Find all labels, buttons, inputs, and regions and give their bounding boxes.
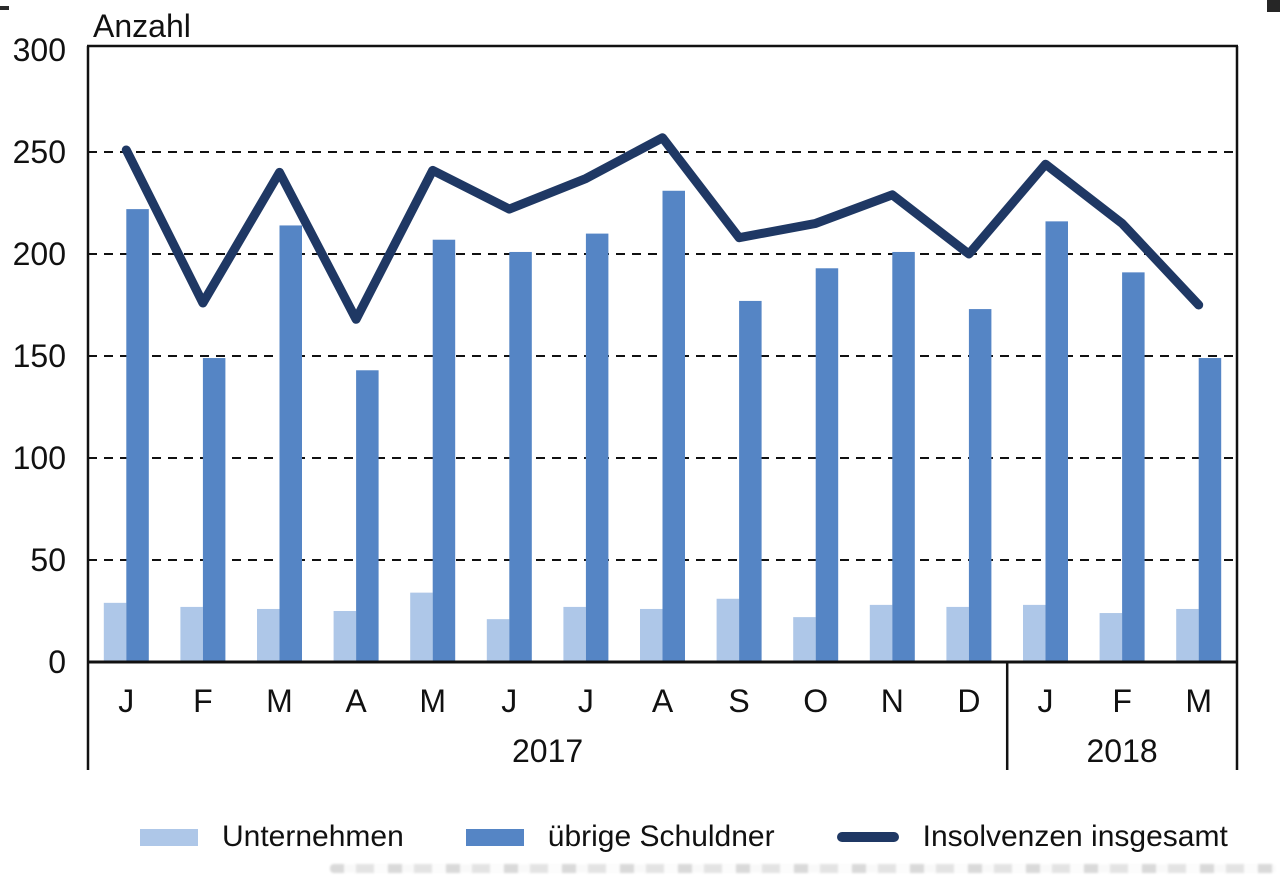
- y-tick-label: 100: [13, 440, 66, 476]
- bar-unternehmen: [257, 608, 280, 662]
- bar-uebrige-schuldner: [1198, 358, 1222, 662]
- bar-uebrige-schuldner: [968, 309, 992, 662]
- bar-unternehmen: [180, 606, 203, 662]
- bar-uebrige-schuldner: [1045, 221, 1068, 663]
- bar-unternehmen: [103, 602, 127, 662]
- uebrige-schuldner-swatch-icon: [465, 828, 524, 846]
- bar-unternehmen: [946, 606, 969, 662]
- scan-artifact-strip: [330, 864, 1276, 873]
- bar-unternehmen: [1099, 613, 1123, 662]
- bar-uebrige-schuldner: [432, 239, 456, 662]
- month-label: D: [957, 683, 980, 719]
- bar-uebrige-schuldner: [126, 209, 149, 662]
- bar-uebrige-schuldner: [202, 358, 226, 662]
- line-insolvenzen-insgesamt: [121, 133, 1204, 324]
- bar-uebrige-schuldner: [1122, 272, 1145, 662]
- year-label: 2018: [1087, 733, 1158, 769]
- bar-unternehmen: [1023, 604, 1046, 662]
- bar-uebrige-schuldner: [892, 251, 915, 662]
- month-label: S: [728, 683, 749, 719]
- bar-uebrige-schuldner: [279, 225, 302, 662]
- month-label: J: [118, 683, 134, 719]
- bar-unternehmen: [563, 606, 586, 662]
- y-tick-label: 250: [13, 134, 66, 170]
- month-label: M: [266, 683, 293, 719]
- month-label: M: [419, 683, 446, 719]
- year-label: 2017: [512, 733, 583, 769]
- month-label: O: [803, 683, 828, 719]
- insolvency-chart-svg: 0 50 100 150 200 250 300 J F M A M J J A S O N D J F M 2017 201…: [13, 32, 1239, 770]
- month-label: F: [1112, 683, 1132, 719]
- bar-unternehmen: [793, 617, 816, 662]
- y-tick-label: 50: [30, 542, 66, 578]
- bar-unternehmen: [640, 608, 663, 662]
- y-tick-label: 300: [13, 32, 66, 68]
- legend-label-uebrige-schuldner: übrige Schuldner: [547, 820, 775, 853]
- bar-unternehmen: [486, 619, 510, 662]
- bar-unternehmen: [1176, 608, 1199, 662]
- insolvenzen-line-swatch-icon: [836, 832, 899, 842]
- month-label: A: [652, 683, 674, 719]
- bar-uebrige-schuldner: [662, 190, 685, 662]
- legend: Unternehmen übrige Schuldner Insolvenzen…: [140, 820, 1228, 854]
- bar-uebrige-schuldner: [509, 251, 532, 662]
- scan-speck-top-left: [0, 6, 9, 10]
- legend-item-unternehmen: Unternehmen: [140, 820, 404, 854]
- month-label: J: [1038, 683, 1054, 719]
- y-tick-label: 150: [13, 338, 66, 374]
- scan-speck-top-right: [1267, 0, 1280, 12]
- bar-uebrige-schuldner: [356, 370, 379, 662]
- bar-unternehmen: [410, 592, 433, 662]
- month-label: N: [881, 683, 904, 719]
- month-label: J: [501, 683, 517, 719]
- month-label: F: [193, 683, 213, 719]
- unternehmen-swatch-icon: [140, 828, 198, 846]
- y-tick-label: 0: [48, 644, 66, 680]
- bar-uebrige-schuldner: [585, 233, 609, 662]
- bar-uebrige-schuldner: [739, 300, 762, 662]
- legend-label-insolvenzen-insgesamt: Insolvenzen insgesamt: [922, 820, 1228, 853]
- bar-unternehmen: [333, 611, 357, 662]
- y-tick-label: 200: [13, 236, 66, 272]
- month-label: A: [345, 683, 367, 719]
- bar-unternehmen: [869, 604, 893, 662]
- legend-item-uebrige-schuldner: übrige Schuldner: [465, 820, 775, 854]
- bar-uebrige-schuldner: [815, 268, 839, 662]
- legend-item-insolvenzen-insgesamt: Insolvenzen insgesamt: [836, 820, 1228, 854]
- y-axis-title: Anzahl: [93, 8, 191, 44]
- month-label: J: [578, 683, 594, 719]
- legend-label-unternehmen: Unternehmen: [222, 820, 404, 853]
- bar-unternehmen: [716, 598, 740, 662]
- month-label: M: [1185, 683, 1212, 719]
